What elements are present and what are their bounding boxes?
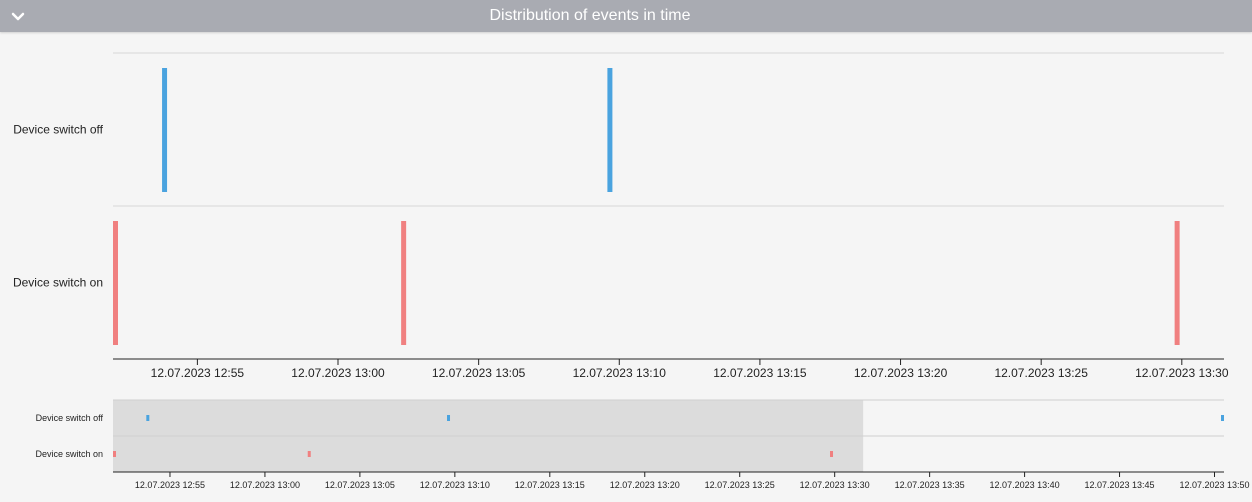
- overview-x-tick-label: 12.07.2023 13:50: [1179, 480, 1249, 490]
- x-tick-label: 12.07.2023 13:30: [1135, 366, 1229, 380]
- overview-event-mark: [1221, 415, 1224, 421]
- event-bar[interactable]: [113, 221, 118, 345]
- x-tick-label: 12.07.2023 12:55: [151, 366, 245, 380]
- overview-x-tick-label: 12.07.2023 13:05: [325, 480, 395, 490]
- event-bar[interactable]: [162, 68, 168, 192]
- x-tick-label: 12.07.2023 13:25: [994, 366, 1088, 380]
- panel-title: Distribution of events in time: [489, 7, 691, 24]
- overview-x-tick-label: 12.07.2023 13:35: [895, 480, 965, 490]
- overview-x-tick-label: 12.07.2023 12:55: [135, 480, 205, 490]
- panel-header: Distribution of events in time: [0, 0, 1252, 32]
- series-label: Device switch on: [13, 276, 103, 290]
- overview-timeline[interactable]: Device switch off Device switch on 12.07.2…: [35, 399, 1250, 490]
- overview-series-label: Device switch on: [35, 449, 103, 459]
- overview-x-tick-label: 12.07.2023 13:15: [515, 480, 585, 490]
- series-label: Device switch off: [13, 123, 103, 137]
- overview-event-mark: [447, 415, 451, 421]
- overview-x-tick-label: 12.07.2023 13:20: [610, 480, 680, 490]
- overview-series-label: Device switch off: [36, 413, 104, 423]
- main-timeline: Device switch off Device switch on 12.07.2…: [13, 52, 1229, 380]
- event-bar[interactable]: [1174, 221, 1180, 345]
- overview-x-tick-label: 12.07.2023 13:30: [800, 480, 870, 490]
- overview-event-mark: [307, 451, 311, 457]
- event-bar[interactable]: [607, 68, 613, 192]
- overview-x-tick-label: 12.07.2023 13:00: [230, 480, 300, 490]
- overview-x-tick-label: 12.07.2023 13:45: [1085, 480, 1155, 490]
- x-tick-label: 12.07.2023 13:05: [432, 366, 526, 380]
- collapse-toggle[interactable]: [6, 4, 30, 28]
- overview-event-mark: [830, 451, 834, 457]
- x-tick-label: 12.07.2023 13:10: [573, 366, 667, 380]
- event-bar[interactable]: [401, 221, 407, 345]
- overview-event-mark: [146, 415, 150, 421]
- overview-event-mark: [113, 451, 116, 457]
- x-tick-label: 12.07.2023 13:20: [854, 366, 948, 380]
- overview-x-tick-label: 12.07.2023 13:40: [990, 480, 1060, 490]
- chevron-down-icon: [11, 12, 25, 21]
- overview-x-tick-label: 12.07.2023 13:25: [705, 480, 775, 490]
- x-tick-label: 12.07.2023 13:15: [713, 366, 807, 380]
- overview-x-tick-label: 12.07.2023 13:10: [420, 480, 490, 490]
- x-tick-label: 12.07.2023 13:00: [291, 366, 385, 380]
